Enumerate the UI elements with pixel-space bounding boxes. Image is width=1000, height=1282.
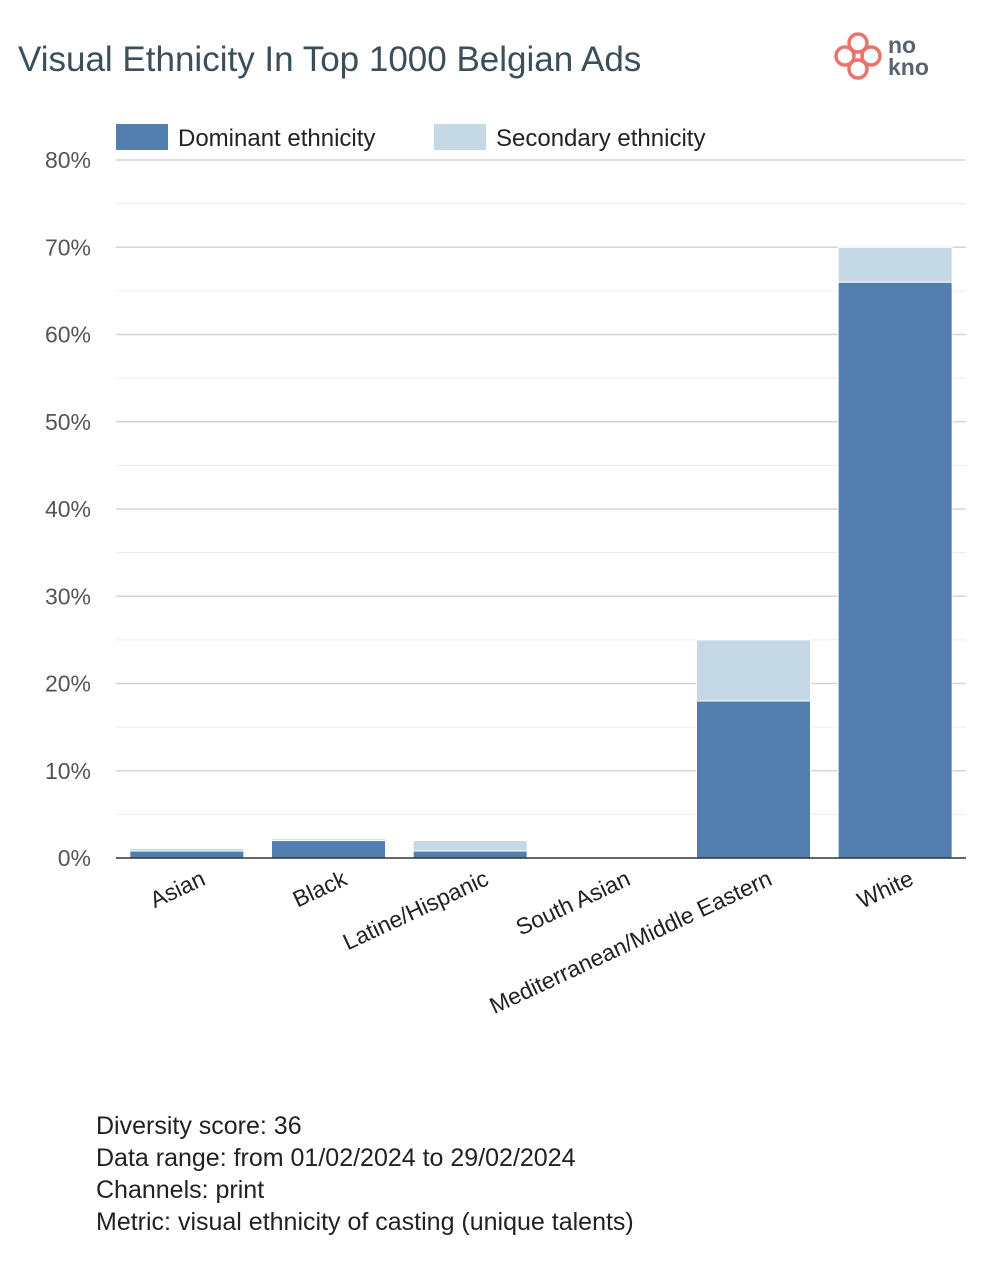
y-tick-label: 80%	[45, 147, 91, 173]
y-tick-label: 30%	[45, 583, 91, 609]
bar-dominant	[129, 850, 245, 859]
note-metric: Metric: visual ethnicity of casting (uni…	[96, 1208, 634, 1236]
chart-notes: Diversity score: 36 Data range: from 01/…	[96, 1110, 634, 1238]
gridlines	[116, 159, 966, 815]
legend-swatch	[434, 124, 486, 150]
y-axis: 0% 10% 20% 30% 40% 50% 60% 70% 80%	[45, 147, 91, 871]
bar-secondary	[271, 838, 386, 842]
y-tick-label: 40%	[45, 496, 91, 522]
x-tick-label: Black	[289, 865, 351, 913]
bar-secondary	[129, 847, 245, 852]
bars	[129, 246, 953, 859]
legend-label: Secondary ethnicity	[496, 125, 705, 152]
y-tick-label: 20%	[45, 671, 91, 697]
y-tick-label: 60%	[45, 322, 91, 348]
bar-secondary	[412, 840, 528, 852]
legend: Dominant ethnicity Secondary ethnicity	[116, 124, 705, 152]
legend-swatch	[116, 124, 168, 150]
bar-secondary	[837, 246, 953, 283]
bar-secondary	[696, 639, 811, 702]
bar-dominant	[837, 281, 953, 859]
note-diversity-score: Diversity score: 36	[96, 1112, 302, 1140]
y-tick-label: 0%	[58, 845, 91, 871]
note-channels: Channels: print	[96, 1176, 265, 1204]
y-tick-label: 50%	[45, 409, 91, 435]
chart-title: Visual Ethnicity In Top 1000 Belgian Ads	[18, 40, 642, 79]
y-tick-label: 70%	[45, 234, 91, 260]
x-tick-label: White	[853, 865, 917, 913]
x-tick-label: Asian	[146, 865, 209, 913]
logo-text-line1: no	[888, 32, 916, 58]
nokno-logo: no kno	[834, 32, 929, 80]
legend-label: Dominant ethnicity	[178, 125, 375, 152]
y-tick-label: 10%	[45, 758, 91, 784]
logo-text-line2: kno	[888, 54, 929, 80]
bar-dominant	[696, 700, 811, 859]
x-tick-label: Latine/Hispanic	[339, 865, 493, 955]
bar-dominant	[271, 840, 386, 859]
clover-icon	[834, 32, 882, 80]
note-data-range: Data range: from 01/02/2024 to 29/02/202…	[96, 1144, 576, 1172]
bar-dominant	[412, 850, 528, 859]
x-tick-label: South Asian	[512, 865, 634, 940]
